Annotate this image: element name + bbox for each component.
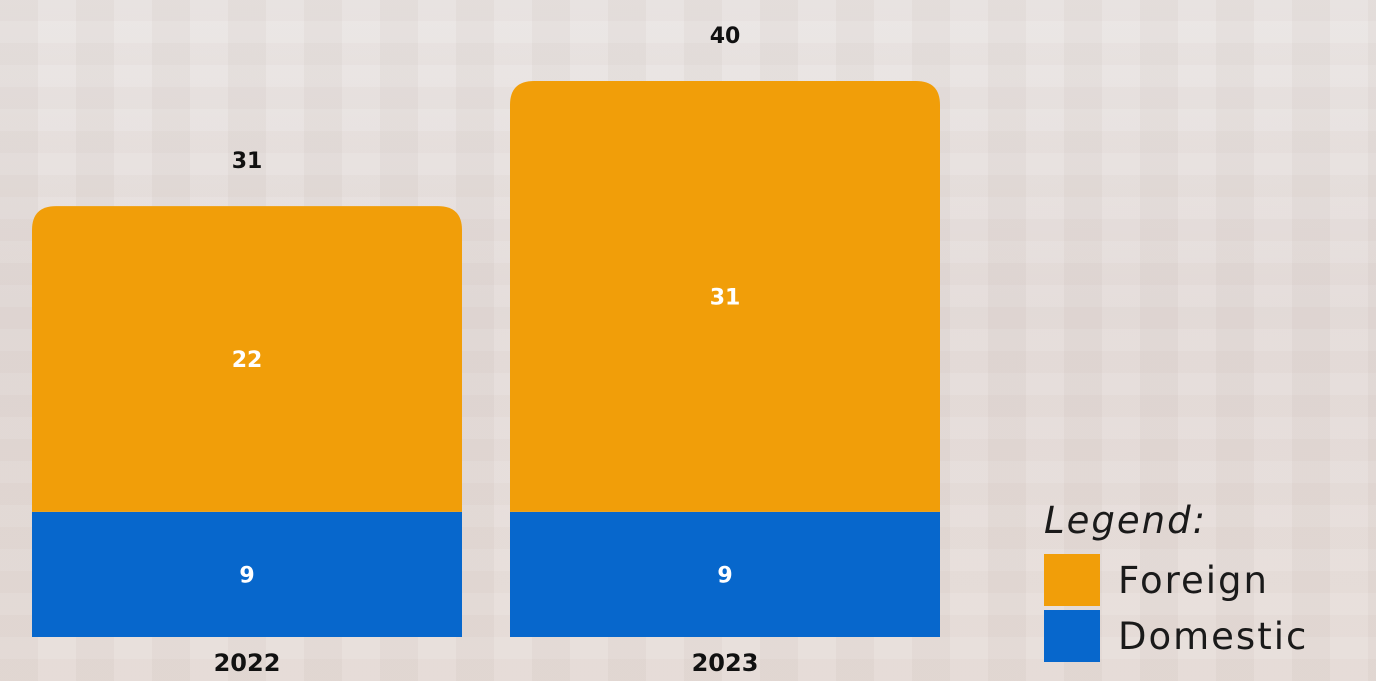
bar-segment-domestic-2022: [32, 511, 462, 637]
legend: Legend: Foreign Domestic: [1044, 492, 1364, 662]
legend-swatch-domestic: [1044, 610, 1100, 662]
total-label-2022: 31: [232, 149, 263, 174]
segment-value-domestic-2023: 9: [717, 563, 732, 588]
legend-item-domestic: Domestic: [1044, 610, 1364, 662]
legend-label-foreign: Foreign: [1118, 558, 1269, 602]
category-label-2022: 2022: [214, 649, 281, 677]
category-label-2023: 2023: [692, 649, 759, 677]
legend-label-domestic: Domestic: [1118, 614, 1309, 658]
legend-swatch-foreign: [1044, 554, 1100, 606]
bar-segment-domestic-2023: [510, 511, 940, 637]
segment-value-foreign-2022: 22: [232, 348, 263, 373]
total-label-2023: 40: [710, 24, 741, 49]
segment-value-domestic-2022: 9: [239, 563, 254, 588]
legend-item-foreign: Foreign: [1044, 554, 1364, 606]
segment-value-foreign-2023: 31: [710, 285, 741, 310]
legend-title: Legend:: [1044, 499, 1208, 542]
bar-segment-foreign-2023: [510, 81, 940, 512]
bar-segment-foreign-2022: [32, 206, 462, 512]
